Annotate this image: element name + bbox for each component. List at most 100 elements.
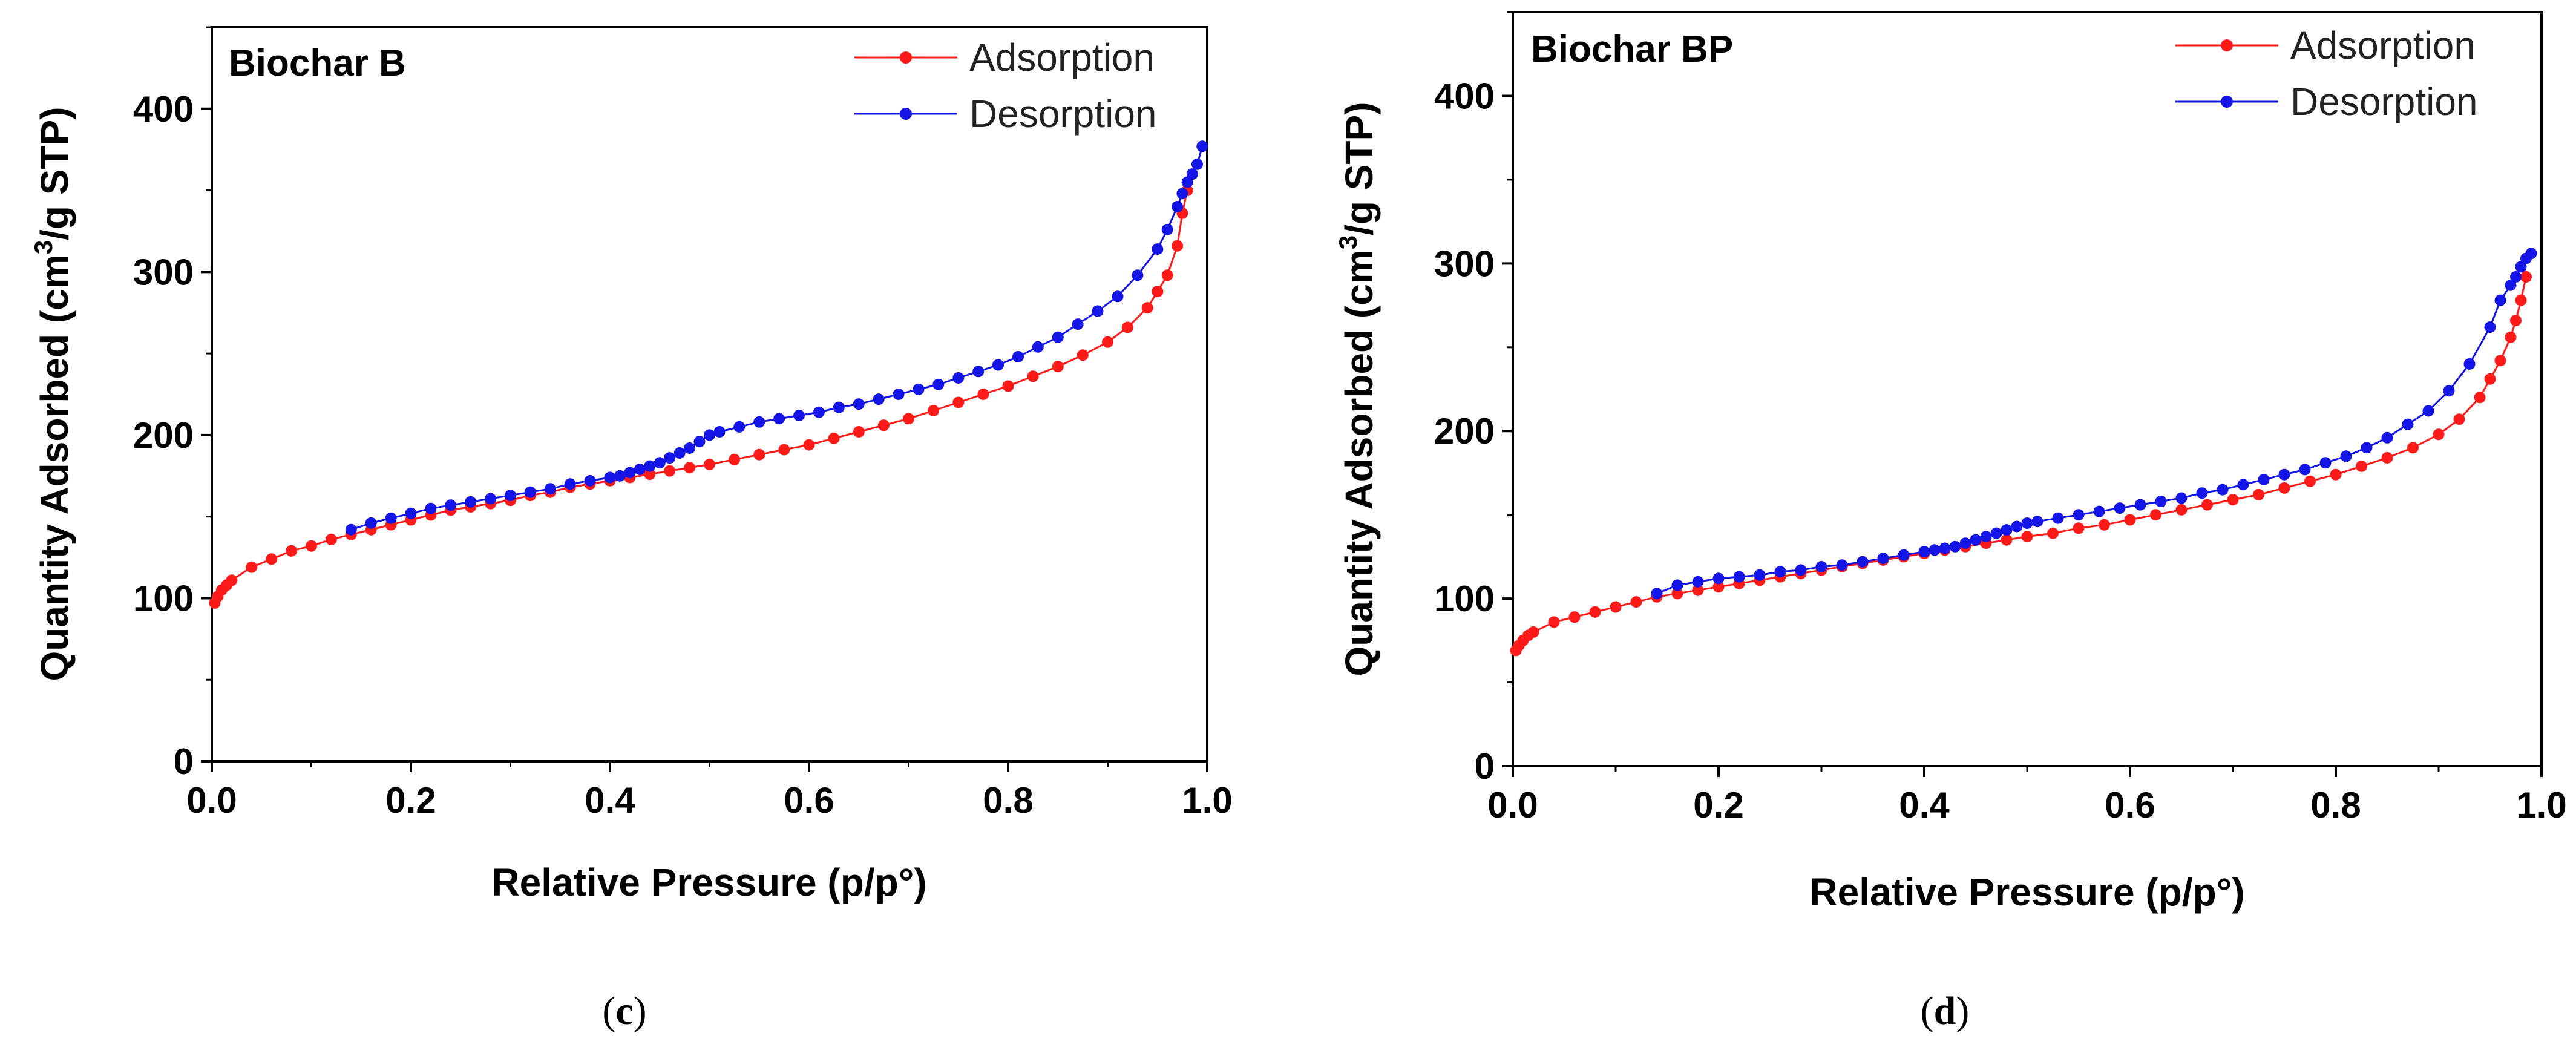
adsorption-line bbox=[214, 190, 1188, 604]
adsorption-point bbox=[2520, 271, 2532, 283]
y-axis-label-superscript: 3 bbox=[1334, 235, 1362, 249]
x-tick-label: 0.0 bbox=[1487, 785, 1538, 825]
desorption-point bbox=[405, 507, 417, 519]
x-tick-label: 0.8 bbox=[983, 780, 1033, 821]
desorption-point bbox=[1671, 579, 1683, 591]
panel-d: 0.0 0.2 0.4 0.6 0.8 1.0 0 100 200 300 400 Biochar… bbox=[1334, 11, 2567, 1033]
desorption-point bbox=[1795, 564, 1807, 576]
desorption-point bbox=[2001, 524, 2013, 536]
desorption-point bbox=[644, 460, 656, 472]
adsorption-point bbox=[2047, 527, 2059, 539]
desorption-point bbox=[425, 502, 437, 514]
adsorption-point bbox=[853, 426, 865, 438]
x-tick-label: 0.4 bbox=[1899, 785, 1950, 825]
adsorption-point bbox=[2381, 452, 2393, 464]
legend-marker-adsorption bbox=[900, 51, 912, 64]
y-tick-label: 300 bbox=[1434, 243, 1495, 284]
x-tick-label: 1.0 bbox=[1182, 780, 1232, 821]
desorption-point bbox=[1181, 176, 1193, 188]
desorption-point bbox=[793, 410, 805, 421]
adsorption-point bbox=[903, 413, 914, 425]
desorption-point bbox=[952, 372, 965, 384]
desorption-point bbox=[1072, 318, 1084, 330]
legend-label-adsorption: Adsorption bbox=[2290, 24, 2476, 67]
adsorption-point bbox=[2505, 331, 2517, 343]
desorption-point bbox=[1196, 140, 1208, 153]
desorption-point bbox=[2093, 505, 2105, 517]
legend: Adsorption Desorption bbox=[854, 36, 1157, 136]
desorption-point bbox=[1161, 223, 1173, 235]
desorption-point bbox=[1692, 576, 1704, 588]
desorption-point bbox=[2021, 517, 2033, 529]
desorption-point bbox=[1929, 544, 1941, 556]
desorption-point bbox=[2175, 492, 2188, 504]
legend-label-adsorption: Adsorption bbox=[969, 36, 1155, 79]
adsorption-point bbox=[2175, 504, 2188, 516]
panel-c: 0.0 0.2 0.4 0.6 0.8 1.0 0 100 200 300 400 Biochar… bbox=[29, 26, 1233, 1033]
desorption-point bbox=[2443, 385, 2455, 397]
desorption-point bbox=[604, 471, 616, 484]
adsorption-point bbox=[664, 465, 676, 477]
adsorption-point bbox=[1002, 380, 1014, 392]
desorption-point bbox=[1651, 588, 1663, 600]
desorption-point bbox=[833, 401, 845, 413]
desorption-point bbox=[1712, 572, 1725, 585]
desorption-point bbox=[1918, 546, 1930, 558]
desorption-point bbox=[693, 436, 706, 448]
legend-marker-desorption bbox=[900, 108, 912, 120]
adsorption-point bbox=[729, 453, 741, 465]
desorption-point bbox=[673, 447, 686, 459]
desorption-point bbox=[1172, 201, 1184, 212]
y-axis-label-part-1: Quantity Adsorbed (cm bbox=[33, 254, 76, 681]
adsorption-point bbox=[1630, 596, 1642, 608]
x-tick-label: 0.2 bbox=[1693, 785, 1743, 825]
desorption-point bbox=[704, 429, 715, 441]
desorption-point bbox=[992, 359, 1004, 371]
desorption-point bbox=[2011, 520, 2023, 533]
desorption-point bbox=[2422, 405, 2434, 417]
desorption-point bbox=[1112, 290, 1124, 303]
legend-marker-adsorption bbox=[2221, 39, 2233, 51]
adsorption-point bbox=[2453, 413, 2465, 425]
desorption-point bbox=[2052, 512, 2064, 524]
desorption-point bbox=[2340, 450, 2352, 462]
desorption-point bbox=[773, 413, 785, 425]
desorption-point bbox=[2134, 499, 2146, 511]
adsorption-point bbox=[2201, 499, 2213, 511]
desorption-point bbox=[345, 523, 357, 536]
adsorption-point bbox=[2407, 442, 2419, 454]
x-tick-labels: 0.0 0.2 0.4 0.6 0.8 1.0 bbox=[1487, 785, 2566, 825]
y-tick-label: 400 bbox=[1434, 76, 1495, 116]
adsorption-point bbox=[2278, 482, 2290, 494]
desorption-point bbox=[2196, 487, 2208, 499]
x-axis-label: Relative Pressure (p/p°) bbox=[491, 861, 926, 904]
adsorption-point bbox=[778, 444, 790, 456]
adsorption-point bbox=[2330, 468, 2342, 481]
x-tick-label: 1.0 bbox=[2516, 785, 2566, 825]
desorption-point bbox=[2361, 442, 2373, 454]
desorption-point bbox=[1959, 537, 1971, 549]
desorption-point bbox=[624, 467, 636, 479]
desorption-point bbox=[2155, 496, 2167, 507]
x-tick-label: 0.6 bbox=[784, 780, 834, 821]
y-axis-label-part-2: /g STP) bbox=[33, 107, 76, 240]
x-tick-label: 0.8 bbox=[2310, 785, 2361, 825]
y-tick-label: 400 bbox=[133, 89, 194, 130]
adsorption-point bbox=[325, 533, 337, 545]
desorption-point bbox=[1898, 549, 1910, 561]
adsorption-point bbox=[286, 545, 298, 557]
adsorption-point bbox=[246, 561, 258, 573]
desorption-point bbox=[544, 483, 556, 495]
desorption-point bbox=[465, 496, 477, 508]
y-axis-label-superscript: 3 bbox=[29, 240, 57, 254]
adsorption-point bbox=[828, 432, 840, 444]
adsorption-point bbox=[1589, 606, 1601, 618]
adsorption-point bbox=[1712, 581, 1725, 593]
desorption-point bbox=[972, 366, 985, 378]
y-tick-labels: 0 100 200 300 400 bbox=[1434, 76, 1495, 787]
adsorption-point bbox=[684, 462, 696, 474]
x-tick-labels: 0.0 0.2 0.4 0.6 0.8 1.0 bbox=[186, 780, 1232, 821]
desorption-point bbox=[1857, 556, 1869, 568]
adsorption-point bbox=[753, 448, 765, 461]
